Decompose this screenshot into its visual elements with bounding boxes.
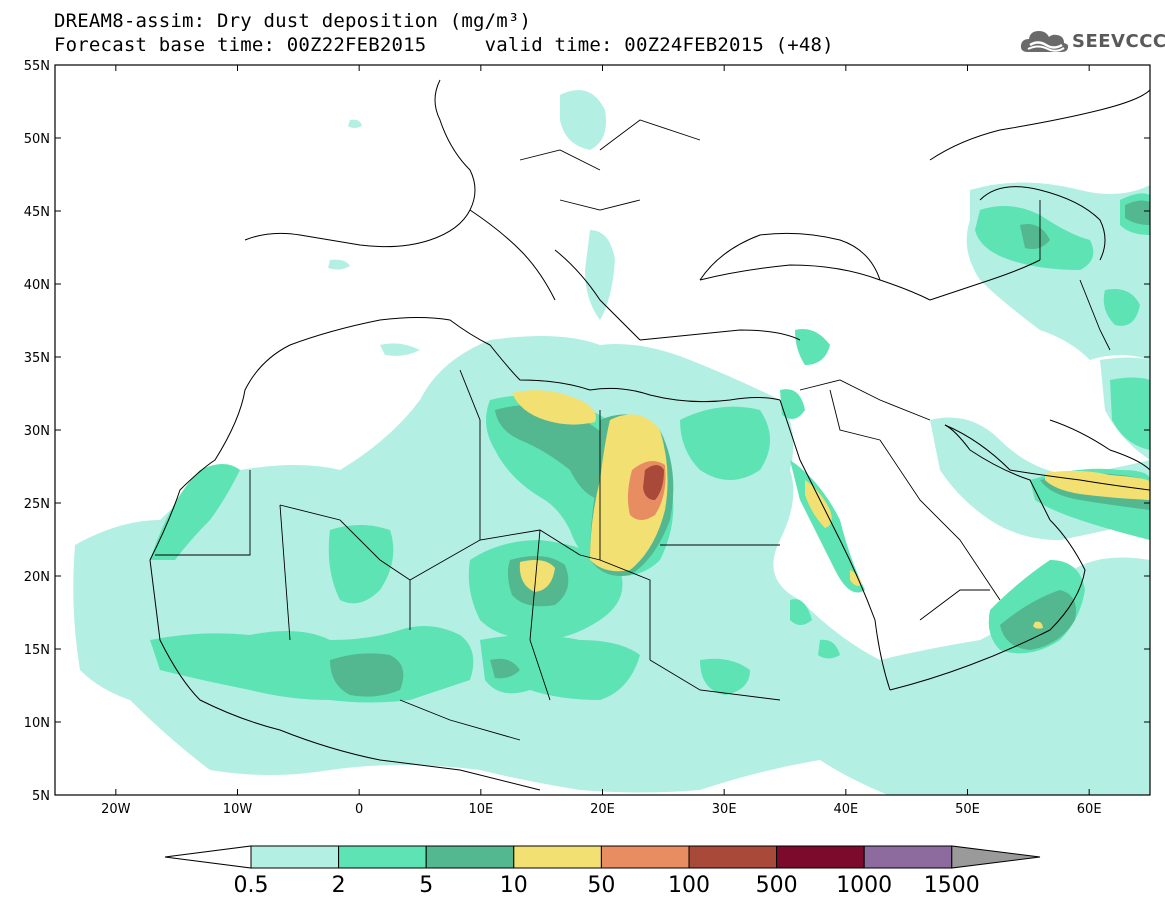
colorbar-swatch [776, 845, 865, 869]
lon-label: 50E [955, 802, 980, 817]
lon-label: 40E [833, 802, 858, 817]
lon-label: 20W [101, 802, 131, 817]
colorbar-swatch [688, 845, 778, 869]
latitude-axis: 55N 50N 45N 40N 35N 30N 25N 20N 15N 10N 5N [24, 59, 1150, 804]
colorbar-swatch [513, 845, 602, 869]
colorbar-swatch [600, 845, 690, 869]
lon-label: 10E [468, 802, 493, 817]
dust-fields [73, 90, 1150, 795]
colorbar-low-arrow [164, 845, 252, 869]
lon-label: 0 [355, 802, 363, 817]
lon-label: 10W [223, 802, 253, 817]
coastlines [149, 79, 1150, 791]
lat-label: 40N [24, 278, 50, 293]
lat-label: 50N [24, 132, 50, 147]
colorbar-label: 0.5 [234, 873, 269, 898]
lat-label: 35N [24, 351, 50, 366]
colorbar-label: 100 [668, 873, 710, 898]
lat-label: 25N [24, 497, 50, 512]
colorbar-label: 1000 [836, 873, 892, 898]
colorbar: 0.5 2 5 10 50 100 500 1000 1500 [164, 845, 1041, 898]
dust-level-100 [643, 465, 664, 500]
lat-label: 15N [24, 643, 50, 658]
lat-label: 30N [24, 424, 50, 439]
colorbar-label: 50 [587, 873, 615, 898]
lat-label: 20N [24, 570, 50, 585]
colorbar-label: 5 [419, 873, 433, 898]
colorbar-swatch [338, 845, 427, 869]
lat-label: 5N [32, 789, 50, 804]
logo-text: SEEVCCC [1072, 31, 1165, 52]
map-title: DREAM8-assim: Dry dust deposition (mg/m³… [54, 10, 532, 32]
lon-label: 30E [712, 802, 737, 817]
lat-label: 10N [24, 716, 50, 731]
lon-label: 20E [590, 802, 615, 817]
lat-label: 55N [24, 59, 50, 74]
cloud-icon [1020, 31, 1069, 52]
longitude-axis: 20W 10W 0 10E 20E 30E 40E 50E 60E [101, 65, 1102, 817]
country-borders [155, 119, 1111, 741]
colorbar-label: 1500 [924, 873, 980, 898]
colorbar-swatch [250, 845, 340, 869]
colorbar-swatch [863, 845, 953, 869]
colorbar-high-arrow [951, 845, 1041, 869]
lon-label: 60E [1077, 802, 1102, 817]
colorbar-label: 2 [332, 873, 346, 898]
colorbar-swatch [425, 845, 515, 869]
colorbar-label: 500 [756, 873, 798, 898]
colorbar-label: 10 [500, 873, 528, 898]
forecast-times: Forecast base time: 00Z22FEB2015 valid t… [54, 34, 834, 56]
seevccc-logo: SEEVCCC [1018, 26, 1165, 62]
lat-label: 45N [24, 205, 50, 220]
